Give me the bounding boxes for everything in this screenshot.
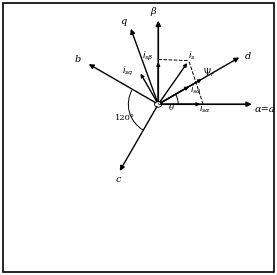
- Text: $i_s$: $i_s$: [188, 50, 196, 62]
- Text: $\Psi_r$: $\Psi_r$: [203, 66, 215, 79]
- Text: $i_{sq}$: $i_{sq}$: [122, 65, 133, 78]
- Text: q: q: [120, 17, 126, 26]
- Text: c: c: [116, 175, 121, 185]
- Text: d: d: [245, 51, 252, 60]
- Text: β: β: [150, 7, 156, 16]
- Text: b: b: [75, 55, 81, 64]
- Text: θ: θ: [169, 104, 174, 112]
- Text: $i_{s\beta}$: $i_{s\beta}$: [142, 50, 154, 63]
- Text: $i_{sd}$: $i_{sd}$: [190, 84, 202, 96]
- Text: α=a: α=a: [254, 105, 275, 114]
- Text: $i_{s\alpha}$: $i_{s\alpha}$: [199, 103, 211, 115]
- Text: 120°: 120°: [115, 114, 135, 122]
